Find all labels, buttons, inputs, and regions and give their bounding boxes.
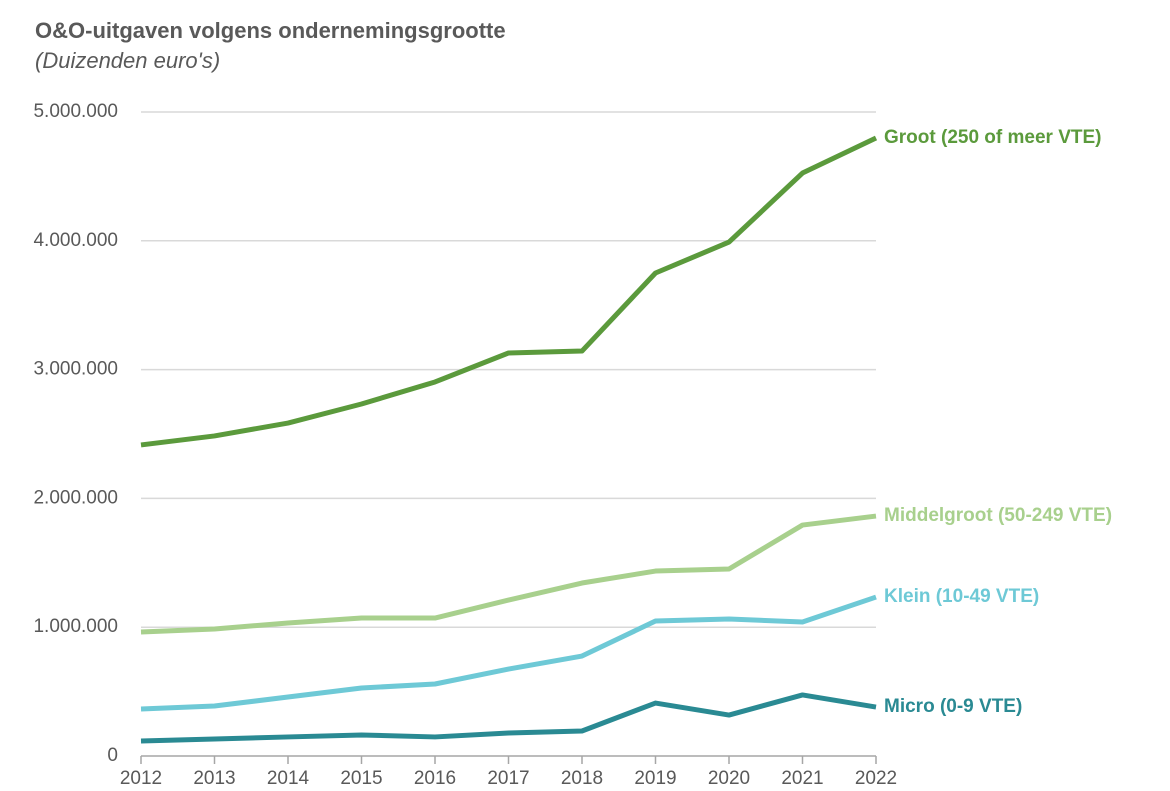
y-tick-label: 5.000.000 (33, 101, 118, 122)
chart-title: O&O-uitgaven volgens ondernemingsgrootte (35, 18, 506, 43)
x-tick-label: 2017 (487, 768, 529, 789)
x-tick-label: 2015 (340, 768, 382, 789)
series-label: Klein (10-49 VTE) (884, 586, 1039, 607)
x-tick-label: 2019 (634, 768, 676, 789)
chart-subtitle: (Duizenden euro's) (35, 48, 220, 73)
x-tick-label: 2021 (781, 768, 823, 789)
y-tick-label: 4.000.000 (33, 230, 118, 251)
series-line (140, 135, 878, 448)
series-label: Groot (250 of meer VTE) (884, 127, 1102, 148)
series-label: Micro (0-9 VTE) (884, 696, 1022, 717)
x-tick-label: 2016 (414, 768, 456, 789)
y-tick-label: 3.000.000 (33, 359, 118, 380)
x-tick-label: 2018 (561, 768, 603, 789)
x-tick-label: 2012 (120, 768, 162, 789)
x-tick-label: 2014 (267, 768, 310, 789)
x-tick-label: 2013 (193, 768, 235, 789)
y-tick-label: 1.000.000 (33, 616, 118, 637)
x-tick-label: 2022 (855, 768, 897, 789)
y-tick-label: 0 (107, 745, 118, 766)
y-tick-label: 2.000.000 (33, 487, 118, 508)
series-label: Middelgroot (50-249 VTE) (884, 505, 1112, 526)
series-line (140, 692, 877, 744)
series-line (140, 513, 877, 635)
series-line (140, 594, 877, 712)
x-tick-label: 2020 (708, 768, 750, 789)
